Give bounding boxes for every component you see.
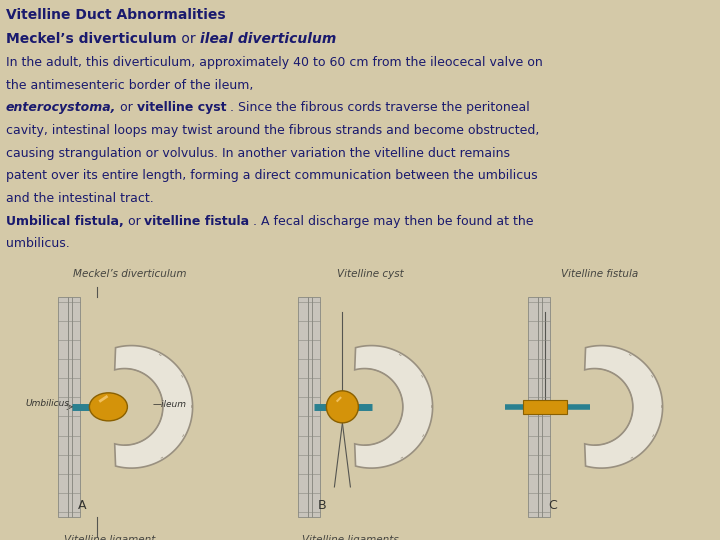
Text: Vitelline ligaments: Vitelline ligaments [302,535,398,540]
Text: the antimesenteric border of the ileum,: the antimesenteric border of the ileum, [6,79,253,92]
Text: Vitelline fistula: Vitelline fistula [562,269,639,279]
Text: Meckel’s diverticulum: Meckel’s diverticulum [73,269,186,279]
Bar [298,296,312,517]
Text: B: B [318,499,327,512]
Text: . Since the fibrous cords traverse the peritoneal: . Since the fibrous cords traverse the p… [226,102,530,114]
Text: A: A [78,499,86,512]
Text: In the adult, this diverticulum, approximately 40 to 60 cm from the ileocecal va: In the adult, this diverticulum, approxi… [6,56,542,69]
Bar [312,296,320,517]
Bar [523,400,567,414]
Text: Umbilicus: Umbilicus [26,400,70,408]
Text: vitelline fistula: vitelline fistula [144,214,249,228]
Text: enterocystoma,: enterocystoma, [6,102,116,114]
Text: or: or [116,102,137,114]
Bar [528,296,542,517]
Bar [72,296,81,517]
Polygon shape [585,346,662,468]
Text: Meckel’s diverticulum: Meckel’s diverticulum [6,32,176,46]
Text: and the intestinal tract.: and the intestinal tract. [6,192,153,205]
Bar [58,296,72,517]
Text: cavity, intestinal loops may twist around the fibrous strands and become obstruc: cavity, intestinal loops may twist aroun… [6,124,539,137]
Polygon shape [355,346,433,468]
Text: Vitelline cyst: Vitelline cyst [337,269,403,279]
Text: umbilicus.: umbilicus. [6,237,70,250]
Text: vitelline cyst: vitelline cyst [137,102,226,114]
Text: Vitelline ligament: Vitelline ligament [64,535,156,540]
Ellipse shape [89,393,127,421]
Text: causing strangulation or volvulus. In another variation the vitelline duct remai: causing strangulation or volvulus. In an… [6,147,510,160]
Text: or: or [124,214,144,228]
Polygon shape [114,346,192,468]
Text: . A fecal discharge may then be found at the: . A fecal discharge may then be found at… [249,214,534,228]
Text: patent over its entire length, forming a direct communication between the umbili: patent over its entire length, forming a… [6,170,537,183]
Circle shape [326,391,359,423]
Text: ileal diverticulum: ileal diverticulum [199,32,336,46]
Text: C: C [548,499,557,512]
Text: Umbilical fistula,: Umbilical fistula, [6,214,124,228]
Text: or: or [176,32,199,46]
Bar [542,296,550,517]
Text: —ileum: —ileum [153,400,186,409]
Text: Vitelline Duct Abnormalities: Vitelline Duct Abnormalities [6,8,225,22]
